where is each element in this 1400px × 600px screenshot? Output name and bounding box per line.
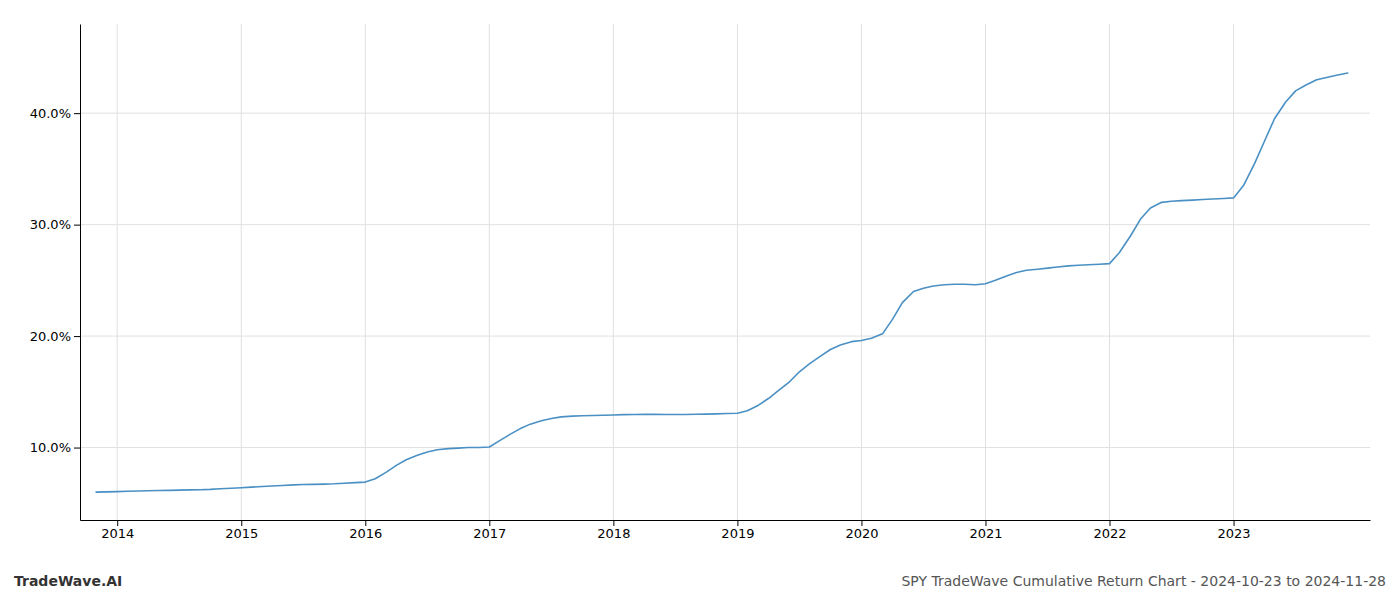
x-tick: 2018: [597, 520, 630, 541]
x-tick-label: 2014: [101, 526, 134, 541]
grid-line: [80, 447, 1370, 448]
y-tick-mark: [74, 336, 80, 337]
plot-area: [96, 73, 1348, 492]
grid-line: [861, 24, 862, 520]
x-tick-label: 2015: [225, 526, 258, 541]
x-tick-mark: [985, 520, 986, 526]
grid: [80, 24, 1370, 520]
y-tick-mark: [74, 448, 80, 449]
grid-line: [117, 24, 118, 520]
x-tick: 2022: [1093, 520, 1126, 541]
y-tick-label: 20.0%: [30, 329, 71, 344]
y-tick-label: 30.0%: [30, 217, 71, 232]
x-tick-mark: [613, 520, 614, 526]
x-tick: 2020: [845, 520, 878, 541]
chart: 2014 2015 2016 2017 2018 2019 2020 2021 2022 2023…: [0, 0, 1400, 600]
y-axis-line: [80, 25, 81, 521]
x-tick: 2019: [721, 520, 754, 541]
x-tick-label: 2020: [845, 526, 878, 541]
x-tick: 2016: [349, 520, 382, 541]
x-tick-label: 2023: [1218, 526, 1251, 541]
y-axis: 10.0% 20.0% 30.0% 40.0%: [30, 25, 81, 521]
grid-line: [80, 224, 1370, 225]
grid-line: [80, 113, 1370, 114]
y-tick: 40.0%: [30, 106, 80, 121]
x-tick-mark: [117, 520, 118, 526]
x-tick-label: 2017: [473, 526, 506, 541]
y-tick-label: 10.0%: [30, 440, 71, 455]
x-tick-mark: [1110, 520, 1111, 526]
grid-line: [613, 24, 614, 520]
x-tick: 2021: [969, 520, 1002, 541]
watermark: TradeWave.AI: [14, 573, 122, 589]
x-tick-mark: [241, 520, 242, 526]
y-tick-mark: [74, 225, 80, 226]
grid-line: [80, 336, 1370, 337]
y-tick: 30.0%: [30, 217, 80, 232]
x-tick: 2015: [225, 520, 258, 541]
x-tick-mark: [489, 520, 490, 526]
x-tick-label: 2018: [597, 526, 630, 541]
grid-line: [365, 24, 366, 520]
y-tick: 10.0%: [30, 440, 80, 455]
x-tick: 2014: [101, 520, 134, 541]
y-tick-label: 40.0%: [30, 106, 71, 121]
x-tick: 2023: [1218, 520, 1251, 541]
title: SPY TradeWave Cumulative Return Chart - …: [901, 573, 1386, 589]
x-axis-line: [81, 520, 1371, 521]
x-tick-label: 2021: [969, 526, 1002, 541]
y-tick: 20.0%: [30, 329, 80, 344]
x-tick-mark: [737, 520, 738, 526]
x-tick: 2017: [473, 520, 506, 541]
x-tick-label: 2022: [1093, 526, 1126, 541]
grid-line: [489, 24, 490, 520]
grid-line: [1109, 24, 1110, 520]
grid-line: [241, 24, 242, 520]
x-tick-label: 2016: [349, 526, 382, 541]
x-tick-mark: [365, 520, 366, 526]
line: [96, 73, 1348, 492]
y-tick-mark: [74, 113, 80, 114]
grid-line: [1233, 24, 1234, 520]
grid-line: [985, 24, 986, 520]
x-tick-label: 2019: [721, 526, 754, 541]
x-tick-mark: [1234, 520, 1235, 526]
x-axis: 2014 2015 2016 2017 2018 2019 2020 2021 2022 2023: [81, 520, 1371, 541]
x-tick-mark: [861, 520, 862, 526]
grid-line: [737, 24, 738, 520]
